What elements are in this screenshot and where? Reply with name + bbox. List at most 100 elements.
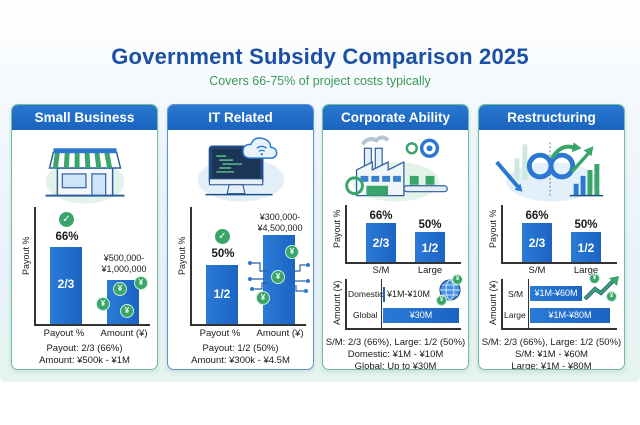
amount-y-axis (501, 279, 503, 329)
y-axis (34, 207, 36, 325)
amount-range-line: ¥300,000- (259, 212, 301, 222)
card-summary: S/M: 2/3 (66%), Large: 1/2 (50%) S/M: ¥1… (479, 337, 624, 370)
category-divider (381, 279, 382, 329)
yen-coin-icon: ¥ (436, 295, 447, 306)
check-icon: ✓ (59, 212, 74, 227)
yen-coin-icon: ¥ (96, 297, 110, 311)
amount-range-line: ¥1,000,000 (101, 264, 147, 274)
yen-coin-icon: ¥ (120, 304, 134, 318)
payout-fraction: 2/3 (57, 277, 75, 291)
y-axis-label: Payout % (177, 236, 187, 275)
storefront-icon (45, 148, 125, 204)
summary-line: Large: ¥1M - ¥80M (511, 361, 592, 370)
payout-value: 50% (211, 248, 235, 260)
card-corporate-ability: Corporate Ability Payout % 66% 2/3 50% 1… (322, 104, 469, 370)
page-title: Government Subsidy Comparison 2025 (111, 44, 529, 69)
factory-gears-icon (345, 135, 448, 202)
amount-bar-domestic (383, 287, 385, 302)
payout-value: 50% (574, 219, 598, 231)
page-subtitle: Covers 66-75% of project costs typically (209, 74, 431, 88)
payout-value: 50% (418, 219, 442, 231)
amount-category: Large (504, 310, 526, 320)
card-summary: S/M: 2/3 (66%), Large: 1/2 (50%) Domesti… (323, 337, 468, 370)
yen-coin-icon: ¥ (256, 291, 270, 305)
globe-icon (439, 279, 461, 301)
x-axis (345, 262, 461, 264)
card-title: IT Related (168, 105, 313, 130)
circuit-icon (248, 261, 310, 293)
y-axis-label: Payout % (488, 209, 498, 248)
x-label: S/M (528, 265, 546, 276)
x-label: Large (573, 265, 599, 276)
amount-category: Global (353, 310, 378, 320)
card-restructuring: Restructuring Payout % 66% 2/3 50% 1/2 S… (478, 104, 625, 370)
card-title: Small Business (12, 105, 157, 130)
y-axis (190, 207, 192, 325)
amount-bar-global: ¥30M (383, 308, 459, 323)
card-summary: Payout: 2/3 (66%) Amount: ¥500k - ¥1M (12, 343, 157, 367)
amount-x-axis (345, 328, 461, 330)
growth-arrow-icon (583, 276, 619, 301)
payout-value: 66% (525, 210, 549, 222)
amount-y-axis (345, 279, 347, 329)
computer-cloud-icon (197, 137, 285, 202)
summary-line: Payout: 2/3 (66%) (46, 343, 123, 354)
y-axis (501, 205, 503, 263)
x-label: S/M (372, 265, 390, 276)
amount-value: ¥1M-¥10M (387, 289, 431, 299)
payout-bar-large: 1/2 (415, 232, 445, 262)
yen-coin-icon: ¥ (285, 245, 299, 259)
y-axis (345, 205, 347, 263)
summary-line: Amount: ¥500k - ¥1M (39, 355, 130, 366)
card-small-business: Small Business Payout % ✓ 66% 2/3 ¥500,0… (11, 104, 158, 370)
payout-value: 66% (369, 210, 393, 222)
payout-value: 66% (55, 231, 79, 243)
amount-range: ¥300,000- ¥4,500,000 (250, 212, 310, 234)
payout-fraction: 1/2 (421, 241, 439, 255)
amount-range-line: ¥4,500,000 (257, 223, 303, 233)
card-title: Restructuring (479, 105, 624, 130)
y-axis-label: Payout % (332, 209, 342, 248)
amount-x-axis (501, 328, 617, 330)
y-axis-label: Payout % (21, 236, 31, 275)
category-divider (528, 279, 529, 329)
payout-fraction: 1/2 (577, 241, 595, 255)
card-it-related: IT Related Payout % ✓ 50% 1/2 ¥300,000- … (167, 104, 314, 370)
payout-bar-large: 1/2 (571, 232, 601, 262)
yen-coin-icon: ¥ (134, 276, 148, 290)
summary-line: S/M: 2/3 (66%), Large: 1/2 (50%) (481, 337, 622, 348)
amount-bar-sm: ¥1M-¥60M (530, 286, 582, 301)
summary-line: S/M: 2/3 (66%), Large: 1/2 (50%) (325, 337, 466, 348)
yen-coin-icon: ¥ (113, 282, 127, 296)
card-title: Corporate Ability (323, 105, 468, 130)
restructure-arrows-icon (495, 142, 604, 202)
x-label: Amount (¥) (100, 328, 148, 339)
amount-range-line: ¥500,000- (103, 253, 145, 263)
x-axis (501, 262, 617, 264)
check-icon: ✓ (215, 229, 230, 244)
payout-fraction: 2/3 (372, 236, 390, 250)
summary-line: Domestic: ¥1M - ¥10M (347, 349, 444, 360)
x-axis (190, 324, 306, 326)
x-label: Payout % (43, 328, 85, 339)
payout-bar-sm: 2/3 (522, 223, 552, 262)
x-label: Amount (¥) (256, 328, 304, 339)
amount-range: ¥500,000- ¥1,000,000 (94, 253, 154, 275)
payout-fraction: 1/2 (213, 287, 231, 301)
payout-bar: 1/2 (206, 265, 238, 324)
payout-bar-sm: 2/3 (366, 223, 396, 262)
yen-coin-icon: ¥ (589, 273, 600, 284)
yen-coin-icon: ¥ (452, 274, 463, 285)
x-label: Payout % (199, 328, 241, 339)
summary-line: S/M: ¥1M - ¥60M (515, 349, 588, 360)
payout-fraction: 2/3 (528, 236, 546, 250)
yen-coin-icon: ¥ (271, 270, 285, 284)
summary-line: Global: Up to ¥30M (354, 361, 437, 370)
amount-axis-label: Amount (¥) (488, 280, 498, 325)
x-label: Large (417, 265, 443, 276)
amount-axis-label: Amount (¥) (332, 280, 342, 325)
summary-line: Payout: 1/2 (50%) (202, 343, 279, 354)
summary-line: Amount: ¥300k - ¥4.5M (191, 355, 290, 366)
yen-coin-icon: ¥ (606, 291, 617, 302)
amount-bar-large: ¥1M-¥80M (530, 308, 610, 323)
